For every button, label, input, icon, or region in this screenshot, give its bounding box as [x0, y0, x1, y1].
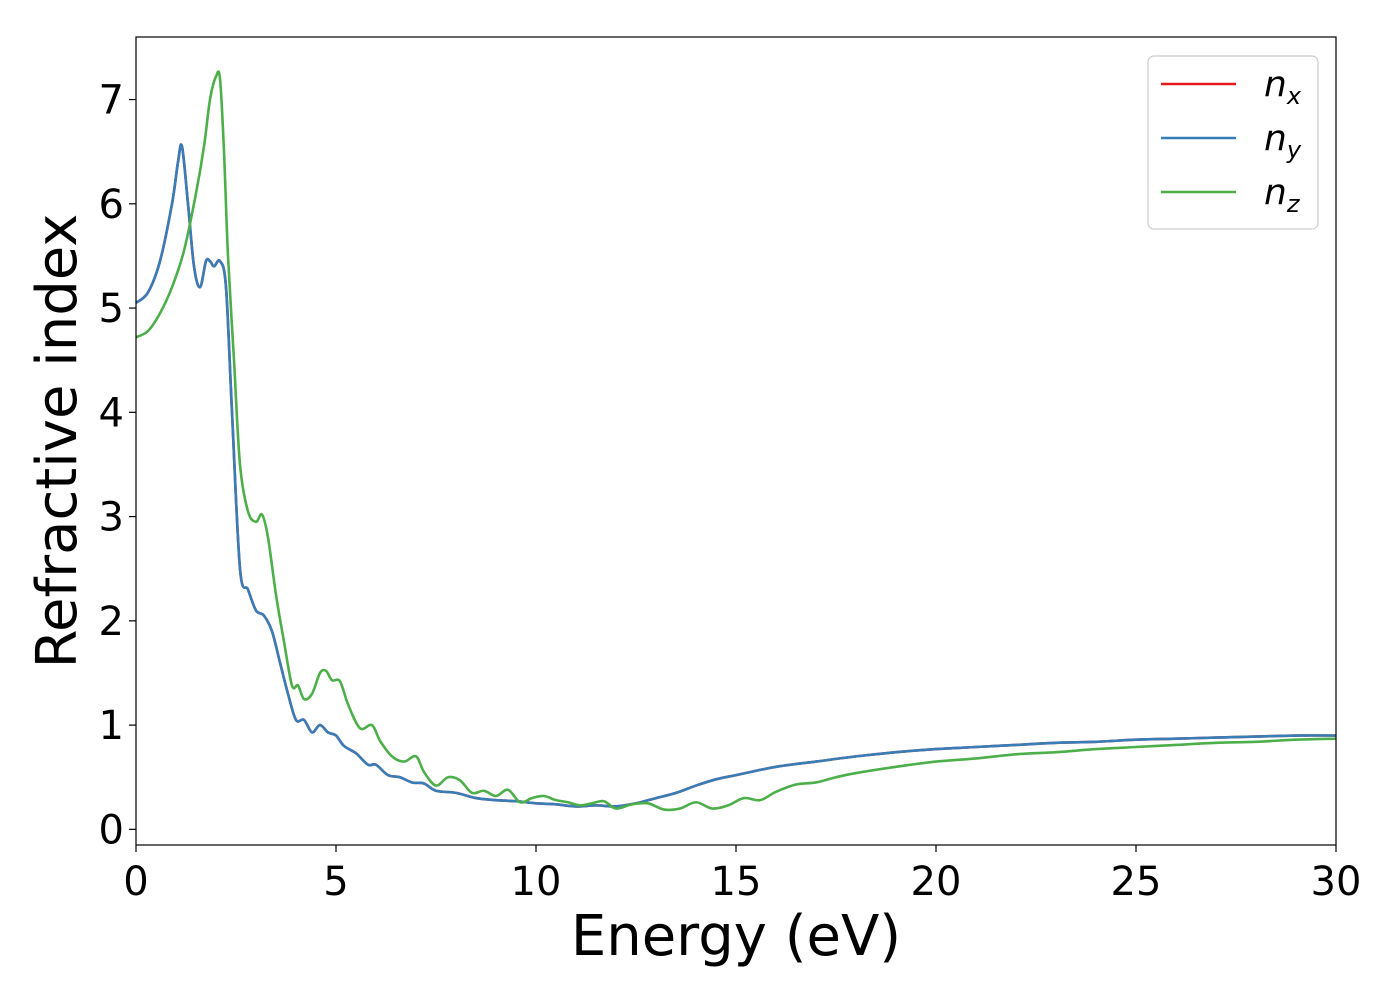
x-axis-title: Energy (eV) — [571, 904, 901, 969]
legend-items: nx ny nz — [1161, 64, 1302, 218]
legend-label-ny: ny — [1264, 118, 1302, 164]
legend-label-nx: nx — [1264, 64, 1302, 110]
x-tick-label: 5 — [323, 859, 348, 905]
y-tick-label: 1 — [99, 703, 124, 749]
y-tick-label: 7 — [99, 78, 124, 124]
series-line-ny — [135, 143, 1337, 808]
x-tick-label: 30 — [1311, 859, 1362, 905]
x-tick-label: 0 — [123, 859, 148, 905]
x-axis-ticks: 0 5 10 15 20 25 30 — [123, 845, 1361, 905]
y-tick-label: 3 — [99, 495, 124, 541]
y-tick-label: 6 — [99, 182, 124, 228]
x-tick-label: 25 — [1111, 859, 1162, 905]
y-tick-label: 4 — [99, 390, 124, 436]
y-tick-label: 2 — [99, 599, 124, 645]
y-tick-label: 5 — [99, 286, 124, 332]
x-tick-label: 20 — [911, 859, 962, 905]
legend-label-nz: nz — [1264, 172, 1301, 218]
y-tick-label: 0 — [99, 807, 124, 853]
legend-frame — [1147, 55, 1319, 230]
legend: nx ny nz — [1147, 55, 1319, 230]
series-line-nz — [135, 70, 1337, 812]
y-axis-title: Refractive index — [25, 214, 90, 669]
series-line-nx — [135, 143, 1337, 808]
series-layer — [135, 70, 1337, 812]
x-tick-label: 15 — [711, 859, 762, 905]
y-axis-ticks: 0 1 2 3 4 5 6 7 — [99, 78, 136, 853]
x-tick-label: 10 — [511, 859, 562, 905]
